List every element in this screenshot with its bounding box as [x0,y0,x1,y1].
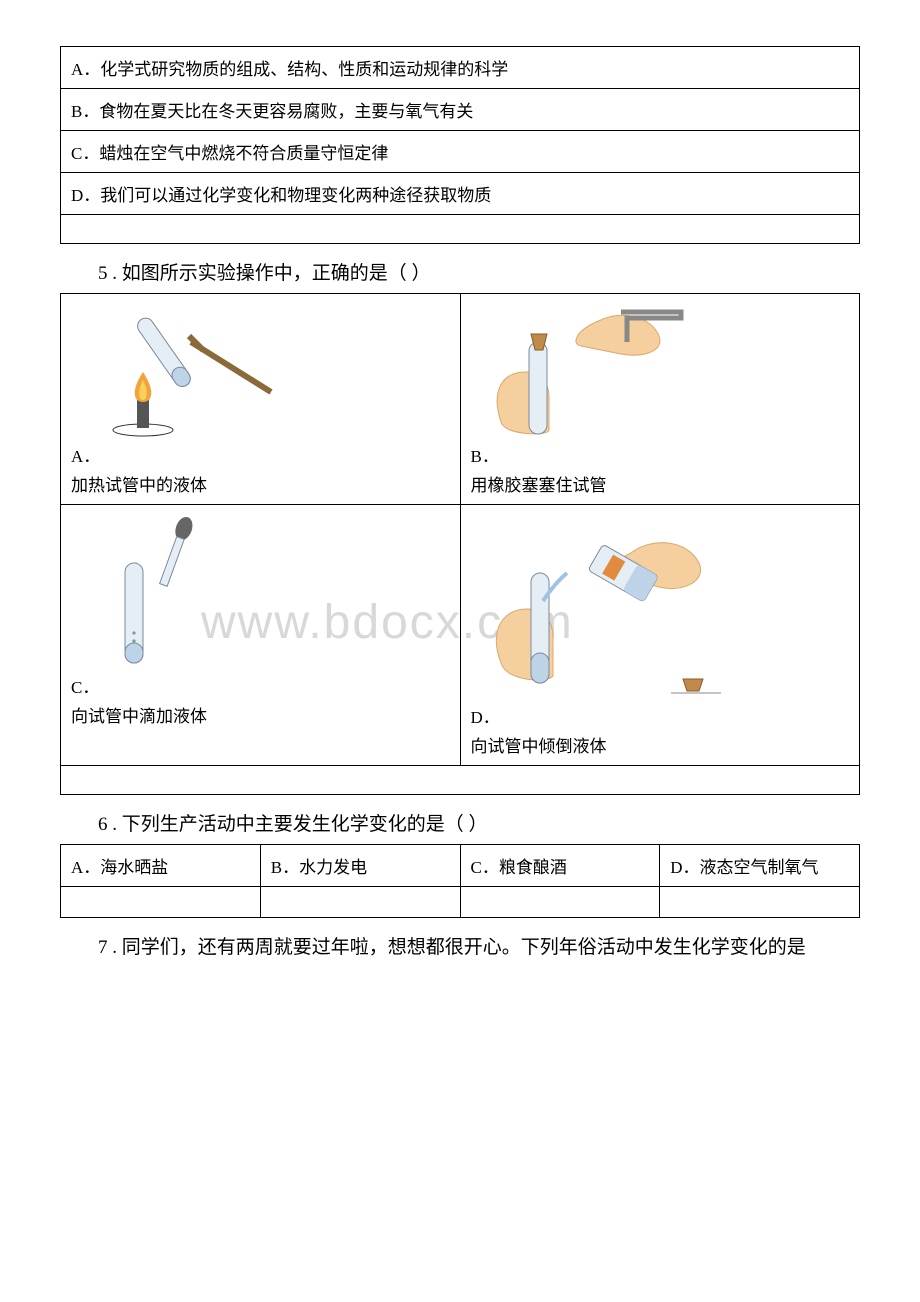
dropper-tube-icon [71,513,241,673]
q6-option-a: A．海水晒盐 [61,845,261,887]
q6-empty-a [61,887,261,918]
q4-options-table: A．化学式研究物质的组成、结构、性质和运动规律的科学 B．食物在夏天比在冬天更容… [60,46,860,244]
q7-stem: 7 . 同学们，还有两周就要过年啦，想想都很开心。下列年俗活动中发生化学变化的是 [60,932,860,959]
q6-empty-b [260,887,460,918]
q4-option-d: D．我们可以通过化学变化和物理变化两种途径获取物质 [61,173,860,215]
q4-option-b: B．食物在夏天比在冬天更容易腐败，主要与氧气有关 [61,89,860,131]
heating-tube-icon [71,302,281,442]
q6-stem: 6 . 下列生产活动中主要发生化学变化的是（ ） [60,809,860,836]
q5-d-letter: D． [471,703,500,728]
q6-empty-d [660,887,860,918]
q5-d-caption: 向试管中倾倒液体 [471,728,850,757]
q5-a-caption: 加热试管中的液体 [71,467,450,496]
q5-c-letter: C． [71,673,99,698]
q5-b-caption: 用橡胶塞塞住试管 [471,467,850,496]
q5-figure-table: A． 加热试管中的液体 [60,293,860,795]
q5-c-caption: 向试管中滴加液体 [71,698,450,727]
q4-option-c: C．蜡烛在空气中燃烧不符合质量守恒定律 [61,131,860,173]
q6-option-d: D．液态空气制氧气 [660,845,860,887]
q6-empty-c [460,887,660,918]
q5-b-letter: B． [471,442,499,467]
q6-options-table: A．海水晒盐 B．水力发电 C．粮食酿酒 D．液态空气制氧气 [60,844,860,918]
q6-option-b: B．水力发电 [260,845,460,887]
stopper-tube-icon [471,302,701,442]
q5-empty-row [61,766,860,795]
q4-empty-row [61,215,860,244]
pour-tube-icon [471,513,731,703]
q6-option-c: C．粮食酿酒 [460,845,660,887]
q4-option-a: A．化学式研究物质的组成、结构、性质和运动规律的科学 [61,47,860,89]
q5-a-letter: A． [71,442,100,467]
q5-stem: 5 . 如图所示实验操作中，正确的是（ ） [60,258,860,285]
